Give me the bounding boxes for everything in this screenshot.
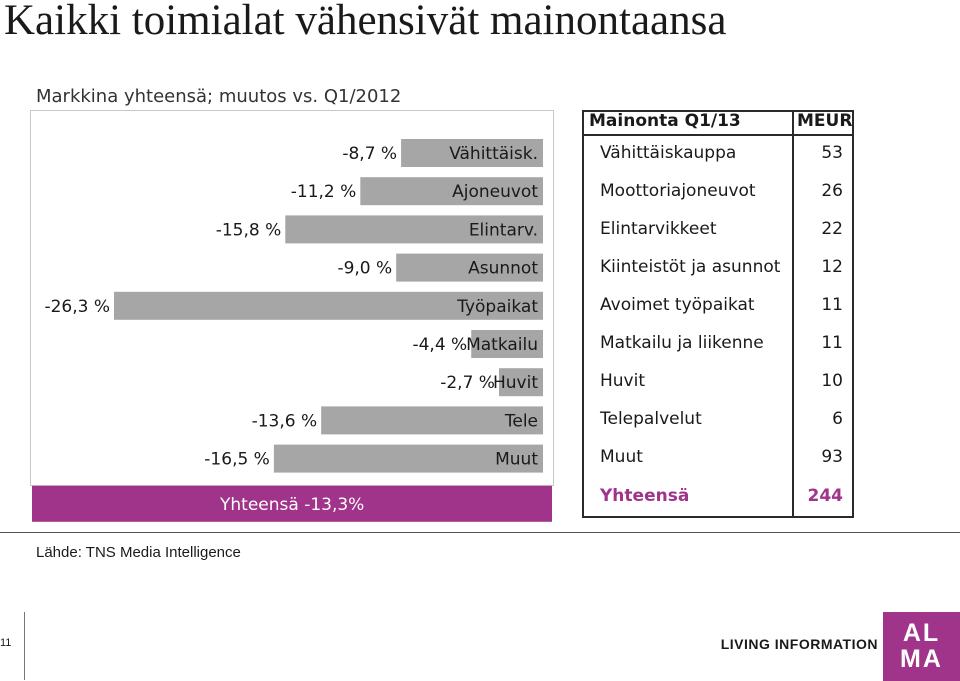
table-row-name: Telepalvelut: [600, 409, 702, 429]
table-header-category: Mainonta Q1/13: [589, 111, 741, 131]
bar-category-label: Työpaikat: [456, 297, 538, 317]
total-bar: [32, 485, 552, 522]
table-row-value: 10: [821, 371, 843, 391]
bar-value-label: -8,7 %: [342, 144, 397, 164]
table-row-value: 26: [821, 181, 843, 201]
bar-chart: Vähittäisk. -8,7 % Ajoneuvot -11,2 % Elintar…: [32, 139, 552, 522]
alma-logo: AL MA: [883, 612, 960, 681]
page-number: 11: [0, 637, 12, 649]
bar-category-label: Vähittäisk.: [449, 144, 538, 164]
table-header-rule: [582, 134, 854, 136]
bar: [471, 330, 543, 358]
table-row-name: Muut: [600, 447, 643, 467]
bar-category-label: Asunnot: [468, 259, 538, 279]
bar: [285, 215, 543, 244]
table-row-name: Vähittäiskauppa: [600, 143, 737, 163]
bar-value-label: -13,6 %: [252, 411, 318, 431]
bar-category-label: Matkailu: [466, 335, 538, 355]
page-title: Kaikki toimialat vähensivät mainontaansa: [4, 0, 727, 44]
table-header-unit: MEUR: [797, 111, 853, 131]
chart-frame: [30, 110, 554, 486]
bar: [360, 177, 543, 206]
source-note: Lähde: TNS Media Intelligence: [36, 544, 241, 561]
table-row-value: 22: [821, 219, 843, 239]
table-row-name: Elintarvikkeet: [600, 219, 717, 239]
bar-value-label: -4,4 %: [412, 335, 467, 355]
table-row-value: 11: [821, 333, 843, 353]
bar-value-label: -2,7 %: [440, 373, 495, 393]
table-row-value: 93: [821, 447, 843, 467]
table-row-name: Moottoriajoneuvot: [600, 181, 756, 201]
bar-value-label: -26,3 %: [44, 297, 110, 317]
total-bar-label: Yhteensä -13,3%: [219, 495, 364, 515]
bar: [321, 406, 543, 435]
bar: [401, 139, 543, 167]
footer-divider: [0, 532, 960, 533]
bar-category-label: Muut: [495, 450, 538, 470]
table-total-value: 244: [807, 486, 844, 506]
table-row-value: 11: [821, 295, 843, 315]
chart-subtitle: Markkina yhteensä; muutos vs. Q1/2012: [36, 86, 402, 107]
table-column-divider: [792, 110, 794, 518]
table-row-name: Huvit: [600, 371, 646, 391]
table-total-name: Yhteensä: [600, 486, 690, 506]
tagline: LIVING INFORMATION: [720, 636, 878, 652]
bar-value-label: -11,2 %: [291, 182, 357, 202]
bar-value-label: -16,5 %: [204, 450, 270, 470]
bar: [114, 291, 543, 320]
table-row-name: Kiinteistöt ja asunnot: [600, 257, 781, 277]
bar: [498, 368, 543, 397]
media-table: [582, 110, 854, 518]
table-row-value: 53: [821, 143, 843, 163]
table-row-value: 12: [821, 257, 843, 277]
page-number-divider: [24, 612, 25, 680]
bar-category-label: Huvit: [493, 373, 538, 393]
bar: [273, 444, 543, 473]
bar-value-label: -15,8 %: [216, 220, 282, 240]
bar-category-label: Elintarv.: [469, 220, 538, 240]
bar-category-label: Ajoneuvot: [452, 182, 538, 202]
table-row-name: Matkailu ja liikenne: [600, 333, 764, 353]
logo-text: AL MA: [900, 619, 943, 673]
bar-category-label: Tele: [504, 411, 538, 431]
bar: [396, 253, 543, 282]
bar-value-label: -9,0 %: [337, 259, 392, 279]
table-row-name: Avoimet työpaikat: [600, 295, 755, 315]
table-row-value: 6: [832, 409, 843, 429]
